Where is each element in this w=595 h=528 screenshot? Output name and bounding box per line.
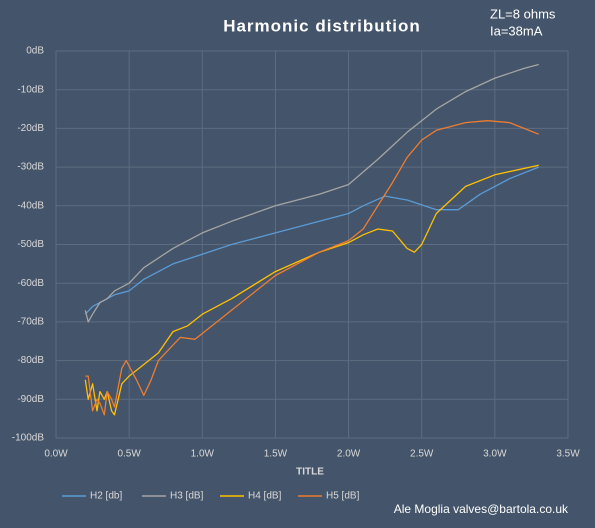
x-tick-label: 1.0W	[191, 449, 215, 460]
y-tick-label: 0dB	[26, 46, 44, 57]
y-tick-label: -100dB	[12, 433, 45, 444]
chart-title: Harmonic distribution	[223, 16, 421, 35]
y-tick-label: -80dB	[17, 355, 44, 366]
legend-label: H3 [dB]	[170, 491, 204, 502]
x-tick-label: 0.0W	[44, 449, 68, 460]
annotation: ZL=8 ohms	[490, 6, 556, 21]
y-tick-label: -40dB	[17, 200, 44, 211]
y-tick-label: -90dB	[17, 394, 44, 405]
x-tick-label: 2.5W	[410, 449, 434, 460]
annotation: Ale Moglia valves@bartola.co.uk	[394, 502, 569, 516]
x-tick-label: 0.5W	[117, 449, 141, 460]
series-line	[84, 164, 539, 416]
x-tick-label: 3.0W	[483, 449, 507, 460]
y-tick-label: -10dB	[17, 84, 44, 95]
series-line	[84, 166, 539, 315]
legend-label: H2 [db]	[90, 491, 122, 502]
legend-label: H5 [dB]	[326, 491, 360, 502]
y-tick-label: -70dB	[17, 317, 44, 328]
x-tick-label: 2.0W	[337, 449, 361, 460]
legend-label: H4 [dB]	[248, 491, 282, 502]
x-axis-title: TITLE	[296, 467, 324, 478]
series-line	[85, 120, 539, 416]
y-tick-label: -30dB	[17, 162, 44, 173]
y-tick-label: -50dB	[17, 239, 44, 250]
annotation: Ia=38mA	[490, 23, 543, 38]
x-tick-label: 3.5W	[556, 449, 580, 460]
x-tick-label: 1.5W	[264, 449, 288, 460]
y-tick-label: -60dB	[17, 278, 44, 289]
y-tick-label: -20dB	[17, 123, 44, 134]
series-line	[84, 63, 539, 323]
